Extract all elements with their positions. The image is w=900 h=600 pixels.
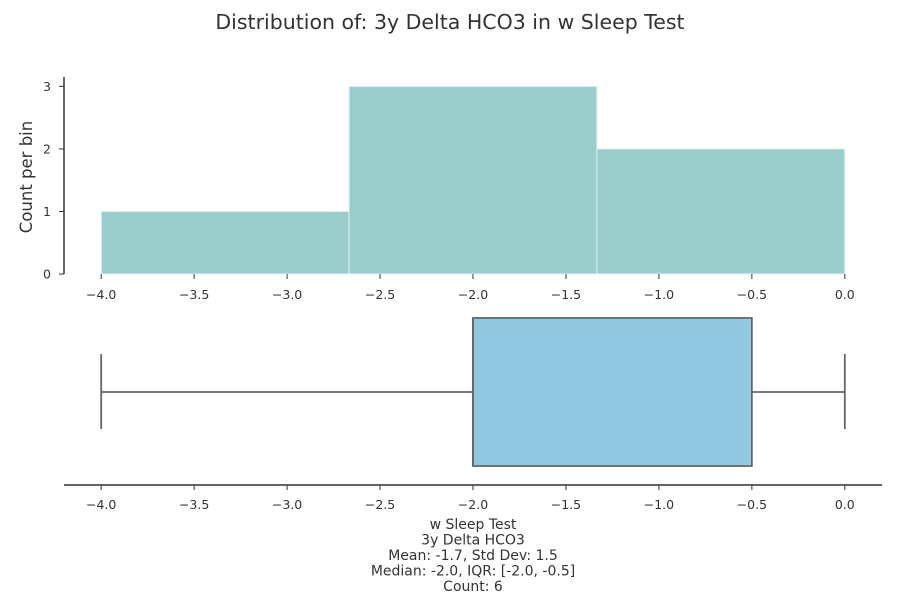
- hist-x-tick-label: −1.5: [551, 287, 581, 302]
- chart-title: Distribution of: 3y Delta HCO3 in w Slee…: [215, 10, 684, 34]
- histogram-panel: Count per bin 0 1 2 3 −4.0 −3.5 −3.0 −2.5 −2.0 −1…: [17, 77, 855, 302]
- hist-x-tick-label: 0.0: [835, 287, 855, 302]
- y-tick-label: 2: [43, 141, 51, 156]
- box-x-tick-label: 0.0: [835, 497, 855, 512]
- hist-x-tick-label: −4.0: [86, 287, 116, 302]
- boxplot-panel: −4.0 −3.5 −3.0 −2.5 −2.0 −1.5 −1.0 −0.5 0.0: [64, 317, 882, 512]
- box-x-tick-label: −4.0: [86, 497, 116, 512]
- summary-line-4: Median: -2.0, IQR: [-2.0, -0.5]: [371, 564, 575, 580]
- iqr-box: [472, 317, 753, 467]
- summary-line-1: w Sleep Test: [430, 517, 517, 533]
- box-x-tick-label: −0.5: [737, 497, 767, 512]
- hist-x-tick-label: −2.5: [365, 287, 395, 302]
- box-x-tick-label: −3.5: [179, 497, 209, 512]
- y-tick-label: 3: [43, 79, 51, 94]
- summary-line-2: 3y Delta HCO3: [421, 533, 525, 549]
- hist-x-tick-label: −2.0: [458, 287, 488, 302]
- histogram-bar-1: [100, 210, 350, 275]
- histogram-bar-3: [596, 148, 846, 275]
- box-x-tick-label: −2.5: [365, 497, 395, 512]
- y-tick-label: 0: [43, 267, 51, 282]
- hist-x-tick-label: −3.5: [179, 287, 209, 302]
- box-x-tick-label: −2.0: [458, 497, 488, 512]
- hist-x-tick-label: −0.5: [737, 287, 767, 302]
- y-axis-label: Count per bin: [17, 121, 36, 233]
- box-x-tick-label: −1.5: [551, 497, 581, 512]
- box-x-tick-label: −3.0: [272, 497, 302, 512]
- y-tick-label: 1: [43, 204, 51, 219]
- summary-line-3: Mean: -1.7, Std Dev: 1.5: [388, 548, 558, 564]
- hist-x-tick-label: −3.0: [272, 287, 302, 302]
- hist-x-tick-label: −1.0: [644, 287, 674, 302]
- summary-line-5: Count: 6: [443, 579, 503, 595]
- box-x-tick-label: −1.0: [644, 497, 674, 512]
- histogram-bar-2: [348, 85, 598, 275]
